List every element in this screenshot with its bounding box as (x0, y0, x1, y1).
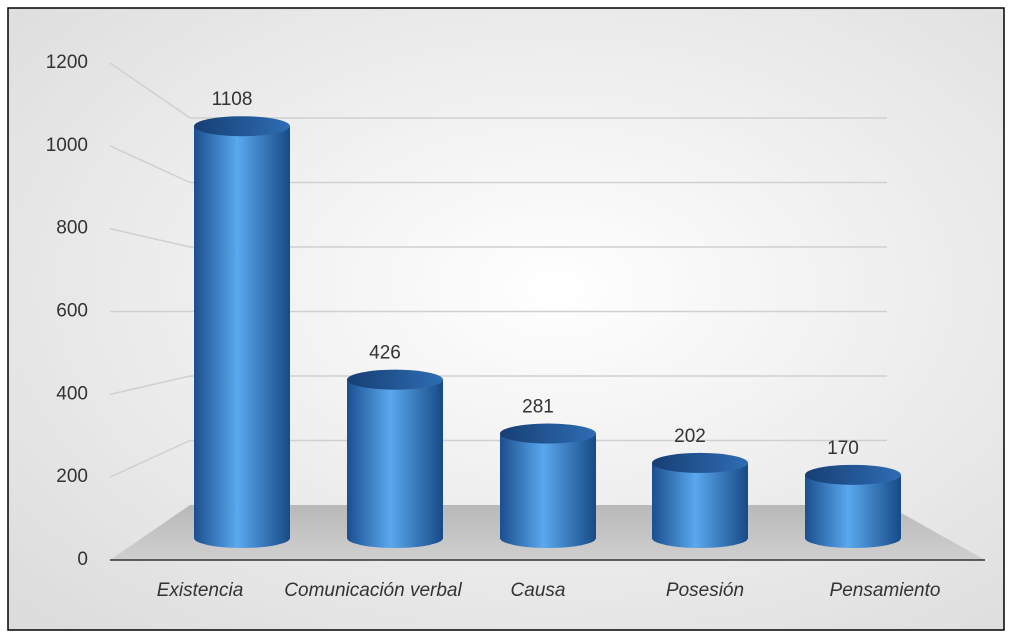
grid-line (109, 227, 191, 248)
x-tick-label: Comunicación verbal (284, 580, 462, 601)
data-label: 1108 (212, 89, 253, 110)
y-tick-label: 0 (77, 549, 88, 570)
y-tick-label: 600 (56, 301, 88, 322)
data-label: 170 (827, 438, 859, 459)
y-tick-label: 1000 (46, 135, 88, 156)
bar-top (347, 369, 443, 390)
bar-body (805, 474, 901, 548)
y-tick-label: 200 (56, 466, 88, 487)
bar (805, 464, 901, 548)
bar (347, 369, 443, 548)
bar-top (194, 116, 290, 137)
bar-top (805, 464, 901, 485)
y-tick-label: 800 (56, 218, 88, 239)
grid-line (109, 439, 191, 478)
bar (500, 423, 596, 548)
bar-body (652, 462, 748, 548)
bar (194, 116, 290, 549)
y-tick-label: 1200 (46, 52, 88, 73)
x-tick-label: Posesión (666, 580, 744, 601)
y-tick-label: 400 (56, 383, 88, 404)
bar-top (652, 452, 748, 473)
grid-line (109, 145, 191, 184)
bar-top (500, 423, 596, 444)
grid-line (109, 62, 191, 119)
data-label: 426 (369, 343, 401, 364)
grid-line (109, 375, 191, 396)
x-tick-label: Existencia (157, 580, 244, 601)
bar (652, 452, 748, 548)
data-label: 281 (522, 397, 554, 418)
bar-body (500, 433, 596, 548)
x-tick-label: Causa (511, 580, 566, 601)
data-label: 202 (674, 426, 706, 447)
x-tick-label: Pensamiento (830, 580, 941, 601)
bar-body (347, 379, 443, 548)
bar-body (194, 126, 290, 549)
